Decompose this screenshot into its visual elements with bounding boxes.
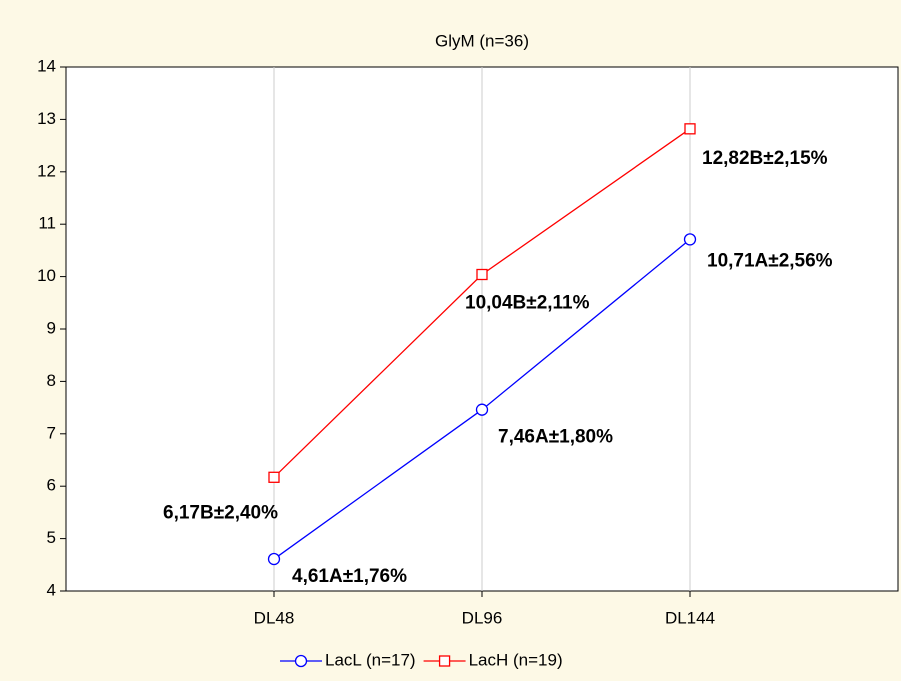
x-tick-label: DL48 [254, 608, 295, 627]
marker [475, 403, 489, 416]
y-tick-label: 14 [37, 56, 56, 75]
marker [683, 233, 697, 246]
value-label: 6,17B±2,40% [163, 502, 278, 523]
y-tick-label: 4 [47, 580, 56, 599]
y-tick-label: 12 [37, 161, 56, 180]
y-tick-label: 11 [38, 214, 56, 233]
legend-label: LacL (n=17) [325, 650, 416, 669]
value-label: 4,61A±1,76% [292, 566, 407, 587]
y-tick-label: 7 [47, 423, 56, 442]
marker [684, 123, 696, 135]
legend-label: LacH (n=19) [469, 650, 563, 669]
value-label: 12,82B±2,15% [702, 148, 828, 169]
chart-title: GlyM (n=36) [435, 31, 529, 50]
y-tick-label: 13 [37, 109, 56, 128]
y-tick-label: 9 [47, 318, 56, 337]
value-label: 7,46A±1,80% [498, 427, 613, 448]
y-tick-label: 10 [37, 266, 56, 285]
marker [268, 471, 280, 483]
marker [294, 654, 308, 668]
x-tick-label: DL144 [665, 608, 715, 627]
marker [267, 552, 281, 566]
y-tick-label: 5 [47, 528, 56, 547]
y-tick-label: 8 [47, 371, 56, 390]
value-label: 10,04B±2,11% [465, 293, 590, 314]
marker [476, 268, 488, 281]
x-tick-label: DL96 [462, 608, 503, 627]
value-label: 10,71A±2,56% [707, 250, 833, 271]
y-tick-label: 6 [47, 476, 56, 495]
marker [438, 655, 451, 667]
